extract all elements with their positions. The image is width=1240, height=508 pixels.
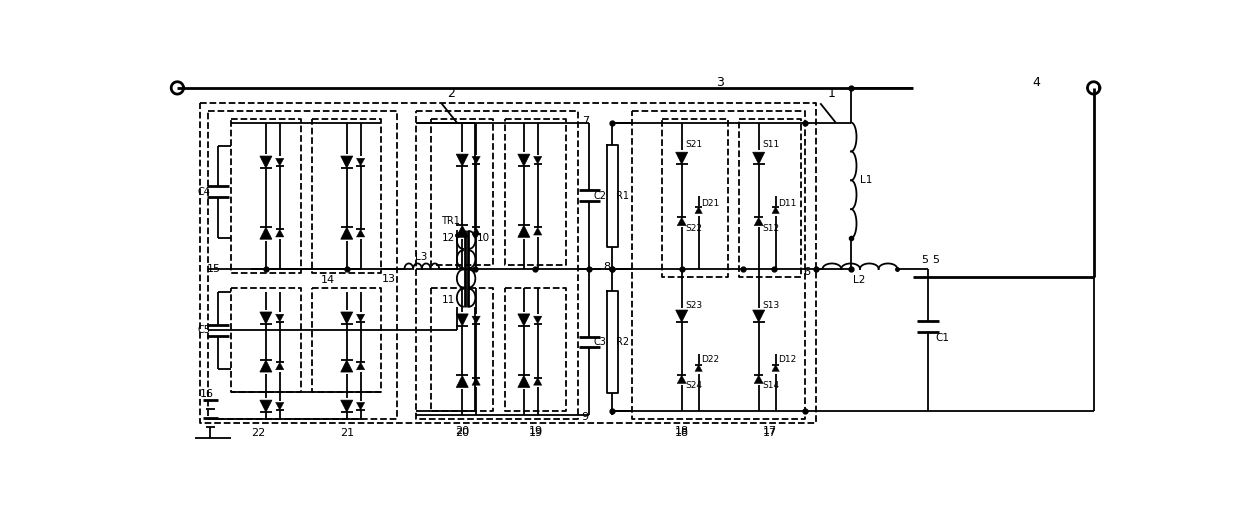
- Text: 19: 19: [528, 426, 542, 435]
- Text: S14: S14: [763, 382, 780, 391]
- Text: D22: D22: [701, 355, 719, 364]
- Polygon shape: [518, 225, 529, 237]
- Polygon shape: [533, 377, 542, 385]
- Text: 19: 19: [528, 428, 542, 438]
- Text: 16: 16: [200, 389, 213, 399]
- Text: L1: L1: [861, 175, 873, 185]
- Polygon shape: [356, 314, 365, 322]
- Text: R2: R2: [616, 337, 630, 347]
- Text: 18: 18: [675, 426, 688, 435]
- Polygon shape: [518, 314, 529, 326]
- Text: S24: S24: [686, 382, 703, 391]
- Text: 21: 21: [340, 428, 353, 438]
- Text: C3: C3: [593, 337, 606, 347]
- Polygon shape: [753, 152, 765, 164]
- Text: L3: L3: [415, 252, 428, 262]
- Polygon shape: [677, 217, 686, 226]
- Polygon shape: [676, 310, 688, 322]
- Polygon shape: [275, 402, 284, 410]
- Polygon shape: [472, 377, 480, 385]
- Polygon shape: [260, 312, 272, 324]
- Text: 22: 22: [250, 428, 265, 438]
- Polygon shape: [456, 225, 469, 237]
- Text: 20: 20: [455, 428, 469, 438]
- Text: C5: C5: [197, 326, 211, 335]
- Polygon shape: [533, 316, 542, 324]
- Polygon shape: [533, 156, 542, 164]
- Polygon shape: [341, 400, 352, 412]
- Text: 10: 10: [477, 233, 490, 243]
- Polygon shape: [694, 207, 702, 213]
- Text: 5: 5: [921, 255, 928, 265]
- Text: L2: L2: [853, 275, 866, 285]
- Text: 18: 18: [675, 428, 688, 438]
- Polygon shape: [275, 229, 284, 237]
- Polygon shape: [518, 154, 529, 166]
- Text: C4: C4: [197, 187, 211, 197]
- Text: 14: 14: [320, 275, 335, 285]
- Polygon shape: [518, 375, 529, 388]
- Text: 5: 5: [932, 255, 939, 265]
- Text: 17: 17: [763, 428, 777, 438]
- Text: S23: S23: [686, 301, 703, 310]
- Polygon shape: [472, 228, 480, 235]
- Text: 12: 12: [443, 233, 455, 243]
- Text: 17: 17: [763, 426, 777, 435]
- Text: S11: S11: [763, 140, 780, 149]
- Polygon shape: [356, 402, 365, 410]
- Polygon shape: [694, 365, 702, 371]
- Text: 20: 20: [455, 426, 469, 435]
- Text: C1: C1: [936, 333, 950, 343]
- Polygon shape: [472, 316, 480, 324]
- Text: 6: 6: [804, 267, 811, 277]
- Polygon shape: [356, 362, 365, 370]
- Polygon shape: [341, 156, 352, 168]
- Polygon shape: [677, 375, 686, 384]
- Text: 8: 8: [603, 262, 610, 272]
- Polygon shape: [341, 360, 352, 372]
- Text: S13: S13: [763, 301, 780, 310]
- Text: 15: 15: [207, 264, 221, 274]
- Polygon shape: [275, 314, 284, 322]
- Text: D11: D11: [777, 199, 796, 208]
- Polygon shape: [456, 154, 469, 166]
- Text: D12: D12: [777, 355, 796, 364]
- Text: 2: 2: [446, 87, 455, 100]
- Polygon shape: [754, 217, 764, 226]
- Polygon shape: [275, 362, 284, 370]
- Text: 4: 4: [1032, 76, 1040, 89]
- Polygon shape: [356, 158, 365, 166]
- Text: S12: S12: [763, 225, 780, 233]
- Polygon shape: [260, 360, 272, 372]
- Text: TR1: TR1: [441, 216, 460, 226]
- Text: 11: 11: [443, 295, 455, 305]
- Polygon shape: [341, 227, 352, 239]
- Polygon shape: [773, 365, 779, 371]
- Text: 1: 1: [828, 87, 836, 100]
- Text: 3: 3: [717, 76, 724, 89]
- Text: 7: 7: [582, 116, 589, 126]
- Text: S22: S22: [686, 225, 703, 233]
- Polygon shape: [275, 158, 284, 166]
- Polygon shape: [260, 400, 272, 412]
- Text: C2: C2: [593, 190, 606, 201]
- Text: 13: 13: [382, 274, 396, 284]
- Text: 9: 9: [582, 411, 589, 422]
- Polygon shape: [753, 310, 765, 322]
- Polygon shape: [341, 312, 352, 324]
- Polygon shape: [472, 156, 480, 164]
- Polygon shape: [260, 156, 272, 168]
- Text: D21: D21: [701, 199, 719, 208]
- Polygon shape: [356, 229, 365, 237]
- Polygon shape: [533, 228, 542, 235]
- Polygon shape: [260, 227, 272, 239]
- Text: S21: S21: [686, 140, 703, 149]
- Polygon shape: [754, 375, 764, 384]
- Polygon shape: [456, 375, 469, 388]
- Polygon shape: [676, 152, 688, 164]
- Polygon shape: [456, 314, 469, 326]
- Polygon shape: [773, 207, 779, 213]
- Text: R1: R1: [616, 190, 629, 201]
